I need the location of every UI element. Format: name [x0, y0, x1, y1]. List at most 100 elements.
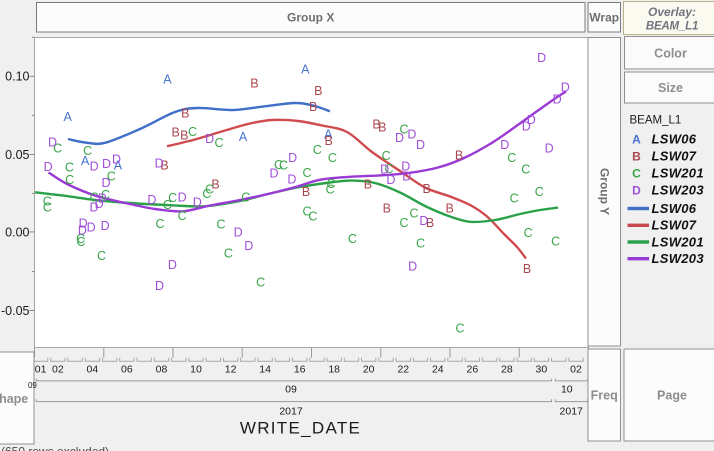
- svg-text:10: 10: [190, 363, 202, 375]
- svg-text:C: C: [279, 159, 288, 173]
- svg-text:2017: 2017: [279, 406, 303, 418]
- svg-text:D: D: [401, 160, 410, 174]
- svg-text:Freq: Freq: [591, 389, 618, 403]
- svg-text:C: C: [382, 149, 391, 163]
- svg-text:C: C: [107, 169, 116, 183]
- svg-text:14: 14: [259, 363, 271, 375]
- svg-text:C: C: [326, 177, 335, 191]
- svg-text:D: D: [234, 226, 243, 240]
- svg-text:B: B: [446, 202, 454, 216]
- svg-text:D: D: [395, 131, 404, 145]
- svg-text:C: C: [313, 143, 322, 157]
- svg-text:D: D: [244, 239, 253, 253]
- svg-text:Page: Page: [657, 389, 687, 403]
- svg-text:C: C: [524, 226, 533, 240]
- svg-text:D: D: [95, 197, 104, 211]
- svg-text:B: B: [160, 159, 168, 173]
- svg-text:D: D: [545, 141, 554, 155]
- svg-text:D: D: [205, 132, 214, 146]
- svg-text:Color: Color: [654, 47, 687, 61]
- svg-text:B: B: [325, 134, 333, 148]
- svg-text:C: C: [155, 217, 164, 231]
- svg-text:C: C: [83, 144, 92, 158]
- svg-text:06: 06: [121, 363, 133, 375]
- svg-text:LSW203: LSW203: [652, 183, 705, 198]
- svg-text:D: D: [416, 138, 425, 152]
- svg-text:12: 12: [225, 363, 237, 375]
- svg-text:(650 rows excluded): (650 rows excluded): [1, 445, 109, 451]
- svg-text:0.00: 0.00: [5, 225, 29, 239]
- svg-text:16: 16: [294, 363, 306, 375]
- svg-text:A: A: [324, 128, 333, 142]
- svg-text:28: 28: [501, 363, 513, 375]
- svg-text:B: B: [426, 216, 434, 230]
- svg-text:C: C: [326, 182, 335, 196]
- svg-text:B: B: [181, 107, 189, 121]
- svg-text:D: D: [419, 214, 428, 228]
- svg-text:04: 04: [87, 363, 99, 375]
- svg-text:D: D: [98, 191, 107, 205]
- svg-text:C: C: [302, 204, 311, 218]
- svg-text:C: C: [202, 187, 211, 201]
- svg-text:D: D: [407, 128, 416, 142]
- svg-text:A: A: [81, 154, 90, 168]
- svg-text:C: C: [101, 188, 110, 202]
- svg-text:D: D: [48, 135, 57, 149]
- svg-text:D: D: [87, 221, 96, 235]
- svg-text:D: D: [500, 138, 509, 152]
- svg-text:-0.05: -0.05: [1, 304, 30, 318]
- svg-text:C: C: [399, 216, 408, 230]
- svg-text:D: D: [90, 160, 99, 174]
- svg-text:C: C: [216, 218, 225, 232]
- svg-text:D: D: [380, 162, 389, 176]
- svg-text:C: C: [535, 185, 544, 199]
- svg-text:A: A: [632, 132, 641, 146]
- svg-text:C: C: [43, 195, 52, 209]
- svg-text:Wrap: Wrap: [589, 11, 619, 25]
- svg-text:D: D: [112, 153, 121, 167]
- svg-text:B: B: [378, 121, 386, 135]
- svg-text:C: C: [308, 210, 317, 224]
- svg-text:D: D: [553, 93, 562, 107]
- svg-text:C: C: [455, 321, 464, 335]
- svg-text:D: D: [527, 113, 536, 127]
- svg-text:D: D: [78, 224, 87, 238]
- svg-text:C: C: [399, 123, 408, 137]
- svg-text:10: 10: [561, 384, 573, 396]
- svg-text:D: D: [287, 173, 296, 187]
- svg-text:22: 22: [397, 363, 409, 375]
- svg-text:C: C: [76, 232, 85, 246]
- svg-text:B: B: [309, 100, 317, 114]
- svg-text:30: 30: [536, 363, 548, 375]
- svg-text:LSW06: LSW06: [652, 201, 697, 216]
- svg-text:26: 26: [467, 363, 479, 375]
- svg-text:Group Y: Group Y: [598, 168, 612, 215]
- svg-text:B: B: [523, 262, 531, 276]
- svg-text:24: 24: [432, 363, 444, 375]
- svg-text:A: A: [301, 62, 310, 76]
- svg-text:B: B: [423, 182, 431, 196]
- svg-text:B: B: [180, 128, 188, 142]
- svg-text:D: D: [79, 217, 88, 231]
- svg-text:C: C: [507, 151, 516, 165]
- svg-text:C: C: [65, 161, 74, 175]
- svg-text:A: A: [239, 130, 248, 144]
- svg-text:Group X: Group X: [287, 11, 334, 25]
- svg-text:B: B: [455, 148, 463, 162]
- svg-text:C: C: [348, 232, 357, 246]
- svg-text:A: A: [163, 73, 172, 87]
- svg-text:C: C: [274, 158, 283, 172]
- svg-text:C: C: [510, 192, 519, 206]
- svg-text:D: D: [522, 119, 531, 133]
- svg-text:C: C: [256, 275, 265, 289]
- svg-text:C: C: [409, 207, 418, 221]
- svg-text:D: D: [101, 219, 110, 233]
- svg-text:LSW07: LSW07: [652, 218, 697, 233]
- svg-text:C: C: [521, 163, 530, 177]
- svg-text:D: D: [178, 191, 187, 205]
- svg-text:C: C: [188, 125, 197, 139]
- svg-text:18: 18: [328, 363, 340, 375]
- svg-text:B: B: [172, 125, 180, 139]
- svg-text:B: B: [250, 77, 258, 91]
- svg-text:20: 20: [363, 363, 375, 375]
